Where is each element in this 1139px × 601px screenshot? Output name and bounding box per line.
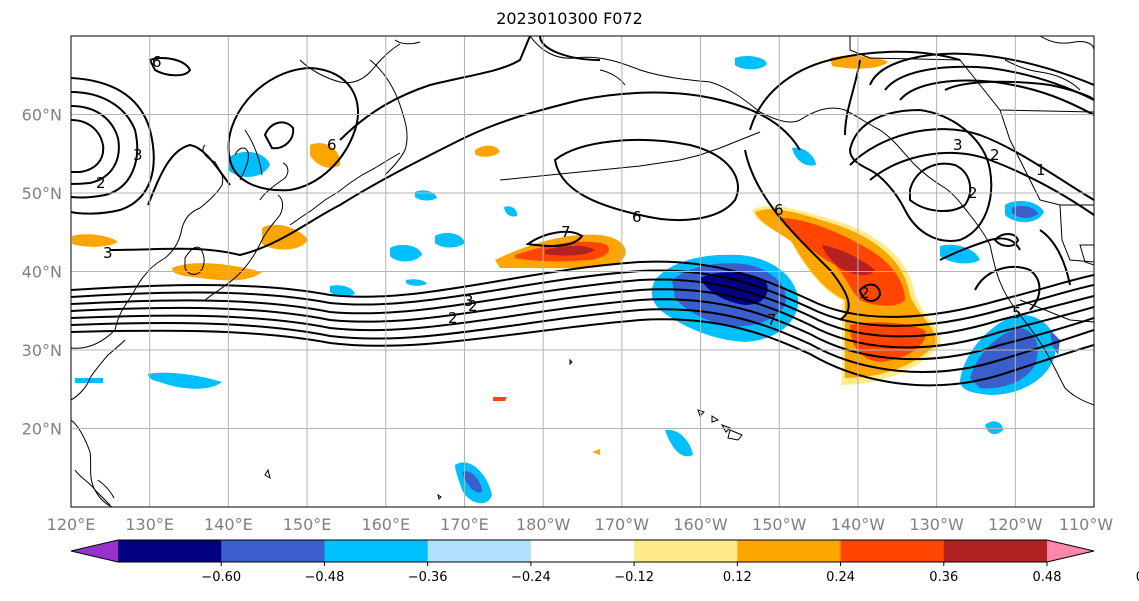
negative-anomaly-region [406, 279, 427, 286]
colorbar-tick-label: 0.24 [826, 570, 855, 585]
positive-anomaly-region [822, 245, 875, 276]
negative-anomaly-region [792, 147, 816, 166]
longitude-label: 170°E [440, 515, 489, 534]
colorbar-segment [427, 540, 532, 562]
contour-label: 6 [327, 136, 337, 154]
contour-label: 2 [448, 309, 458, 327]
colorbar-segment [634, 540, 738, 562]
contour-label: 3 [953, 136, 963, 154]
colorbar-tick-label: 0.36 [929, 570, 958, 585]
colorbar-segment [943, 540, 1048, 562]
negative-anomaly-region [504, 206, 518, 217]
longitude-label: 150°E [283, 515, 332, 534]
contour-label: 2 [968, 184, 978, 202]
negative-anomaly-region [435, 232, 465, 248]
contour-label: 6 [152, 53, 162, 71]
longitude-label: 130°E [125, 515, 174, 534]
colorbar-tick-label: −0.24 [511, 570, 551, 585]
contour-label: 2 [860, 284, 870, 302]
colorbar-tick-label: 0.48 [1033, 570, 1062, 585]
negative-anomaly-region [665, 429, 693, 457]
contour-label: 3 [133, 146, 143, 164]
positive-anomaly-region [545, 245, 595, 256]
contour-labels: 6 3 2 3 6 2 6 7 2 3 7 2 6 3 2 1 5 2 [96, 53, 1046, 329]
longitude-label: 140°E [204, 515, 253, 534]
longitude-labels: 120°E 130°E 140°E 150°E 160°E 170°E 180°W 170°W… [47, 515, 1114, 534]
colorbar-extend-low [71, 540, 118, 562]
contour-label: 6 [632, 208, 642, 226]
colorbar-tick-label: 0.60 [1136, 570, 1139, 585]
latitude-label: 40°N [22, 263, 62, 282]
colorbar-outline [70, 539, 1095, 563]
contour-label: 1 [1036, 161, 1046, 179]
colorbar-tick-label: −0.60 [201, 570, 241, 585]
colorbar-tick-label: −0.36 [408, 570, 448, 585]
longitude-label: 180°W [516, 515, 571, 534]
negative-anomaly-region [228, 151, 270, 177]
contour-label: 2 [468, 297, 478, 315]
contour-label: 3 [464, 292, 474, 310]
positive-anomaly-region [493, 397, 507, 401]
colorbar-segment [737, 540, 842, 562]
colorbar-extend-high [1047, 540, 1094, 562]
gridlines [71, 36, 1094, 507]
negative-anomaly-region [940, 244, 980, 264]
colorbar-tick-label: −0.48 [305, 570, 345, 585]
contour-label: 2 [96, 174, 106, 192]
latitude-label: 50°N [22, 184, 62, 203]
colorbar-segment [840, 540, 945, 562]
contour-label: 7 [561, 223, 571, 241]
contour-lines [71, 36, 1094, 387]
longitude-label: 150°W [752, 515, 807, 534]
negative-anomaly-region [390, 244, 422, 262]
positive-anomaly-region [850, 322, 926, 362]
longitude-label: 110°W [1059, 515, 1114, 534]
contour-label: 6 [774, 201, 784, 219]
negative-anomaly-region [985, 421, 1003, 435]
positive-anomaly-region [475, 145, 500, 157]
negative-anomaly-region [330, 285, 355, 297]
longitude-label: 170°W [595, 515, 650, 534]
negative-anomaly-region [1012, 206, 1038, 219]
map-title: 2023010300 F072 [496, 9, 643, 28]
positive-anomaly-region [72, 234, 118, 247]
colorbar: −0.60 −0.48 −0.36 −0.24 −0.12 0.12 0.24 0.36 0.4… [70, 539, 1139, 585]
longitude-label: 140°W [831, 515, 886, 534]
colorbar-segment [221, 540, 325, 562]
contour-label: 5 [1012, 304, 1022, 322]
longitude-label: 120°W [988, 515, 1043, 534]
negative-anomaly-region [462, 471, 482, 493]
colorbar-tick-label: 0.12 [723, 570, 752, 585]
positive-anomaly-region [310, 142, 341, 168]
latitude-label: 20°N [22, 420, 62, 439]
longitude-label: 160°W [673, 515, 728, 534]
colorbar-segment [324, 540, 429, 562]
colorbar-segment [118, 540, 222, 562]
colorbar-tick-label: −0.12 [614, 570, 654, 585]
latitude-labels: 60°N 50°N 40°N 30°N 20°N [22, 106, 62, 439]
negative-anomaly-region [148, 372, 222, 389]
longitude-label: 130°W [909, 515, 964, 534]
contour-label: 3 [103, 244, 113, 262]
colorbar-segment [530, 540, 635, 562]
positive-anomaly-region [592, 449, 600, 455]
longitude-label: 160°E [361, 515, 410, 534]
negative-anomaly-region [735, 56, 767, 70]
contour-label: 2 [990, 146, 1000, 164]
latitude-label: 60°N [22, 106, 62, 125]
longitude-label: 120°E [47, 515, 96, 534]
contour-label: 7 [767, 311, 777, 329]
plot-frame [70, 35, 1095, 508]
latitude-label: 30°N [22, 341, 62, 360]
